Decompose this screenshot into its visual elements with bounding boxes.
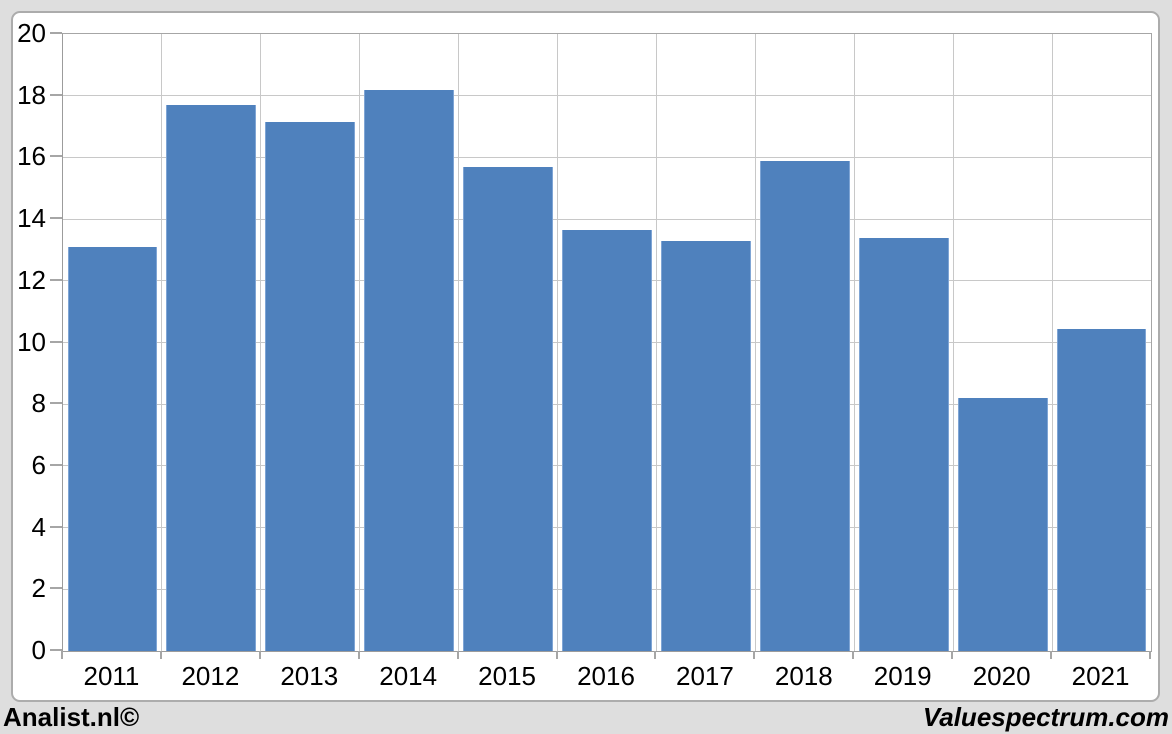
bar-2013 xyxy=(265,121,356,651)
y-axis-tick-12 xyxy=(50,278,62,281)
x-axis-tick-9 xyxy=(951,651,954,659)
x-axis-label-2015: 2015 xyxy=(478,661,536,691)
y-axis-tick-8 xyxy=(50,402,62,405)
y-axis-label-0: 0 xyxy=(31,635,46,665)
gridline-v-4 xyxy=(458,34,460,651)
gridline-v-5 xyxy=(557,34,559,651)
bar-2020 xyxy=(957,398,1048,651)
x-axis-label-2021: 2021 xyxy=(1071,661,1130,691)
y-axis-tick-20 xyxy=(50,32,62,34)
y-axis-label-10: 10 xyxy=(17,326,46,357)
x-axis-label-2013: 2013 xyxy=(280,661,339,691)
bar-2014 xyxy=(364,89,455,651)
y-axis-label-2: 2 xyxy=(31,573,46,604)
y-axis-label-12: 12 xyxy=(17,264,46,295)
bar-2018 xyxy=(759,160,850,651)
x-axis-tick-1 xyxy=(159,651,162,659)
bar-2011 xyxy=(67,246,158,651)
bar-2021 xyxy=(1056,328,1147,651)
credit-valuespectrum: Valuespectrum.com xyxy=(922,701,1169,732)
gridline-h-16 xyxy=(63,156,1151,158)
x-axis-tick-0 xyxy=(61,651,63,659)
x-axis-label-2012: 2012 xyxy=(181,661,240,691)
x-axis-tick-6 xyxy=(654,651,657,659)
x-axis-tick-7 xyxy=(753,651,756,659)
gridline-v-1 xyxy=(161,34,163,651)
gridline-v-7 xyxy=(754,34,756,651)
y-axis-tick-14 xyxy=(50,217,62,220)
x-axis-label-2011: 2011 xyxy=(83,661,140,691)
gridline-v-6 xyxy=(655,34,657,651)
x-axis-tick-5 xyxy=(555,651,558,659)
bar-2016 xyxy=(562,229,652,651)
y-axis-tick-4 xyxy=(50,525,62,528)
y-axis-label-14: 14 xyxy=(17,203,46,234)
bar-2019 xyxy=(858,237,949,651)
bar-2015 xyxy=(463,166,554,651)
x-axis-label-2020: 2020 xyxy=(972,661,1031,691)
y-axis-label-6: 6 xyxy=(31,449,46,480)
gridline-h-18 xyxy=(63,95,1151,97)
y-axis-label-4: 4 xyxy=(31,511,46,542)
footer-bar: Analist.nl© Valuespectrum.com xyxy=(3,701,1169,733)
plot-area xyxy=(62,33,1152,652)
y-axis-tick-18 xyxy=(50,93,62,96)
gridline-v-8 xyxy=(853,34,855,651)
x-axis-label-2018: 2018 xyxy=(774,661,833,691)
bar-2017 xyxy=(660,240,751,651)
y-axis-label-16: 16 xyxy=(17,141,46,172)
x-axis-label-2019: 2019 xyxy=(873,661,932,691)
x-axis-tick-4 xyxy=(456,651,459,659)
x-axis-label-2014: 2014 xyxy=(379,661,438,691)
y-axis-label-8: 8 xyxy=(31,388,46,419)
gridline-h-14 xyxy=(63,218,1151,220)
x-axis-tick-2 xyxy=(258,651,261,659)
x-axis-label-2017: 2017 xyxy=(675,661,734,691)
y-axis-label-20: 20 xyxy=(17,18,46,48)
y-axis-tick-0 xyxy=(50,649,62,651)
gridline-v-2 xyxy=(260,34,262,651)
y-axis-tick-16 xyxy=(50,155,62,158)
x-axis-tick-3 xyxy=(357,651,360,659)
x-axis-tick-8 xyxy=(852,651,855,659)
x-axis-label-2016: 2016 xyxy=(577,661,635,691)
y-axis-tick-6 xyxy=(50,463,62,466)
y-axis-tick-10 xyxy=(50,340,62,343)
gridline-v-3 xyxy=(359,34,361,651)
gridline-v-9 xyxy=(952,34,954,651)
x-axis-tick-10 xyxy=(1050,651,1053,659)
bar-2012 xyxy=(166,104,257,651)
x-axis-tick-11 xyxy=(1149,651,1151,659)
credit-analist: Analist.nl© xyxy=(3,701,140,732)
y-axis-tick-2 xyxy=(50,587,62,590)
gridline-v-10 xyxy=(1051,34,1053,651)
y-axis-label-18: 18 xyxy=(17,79,46,110)
